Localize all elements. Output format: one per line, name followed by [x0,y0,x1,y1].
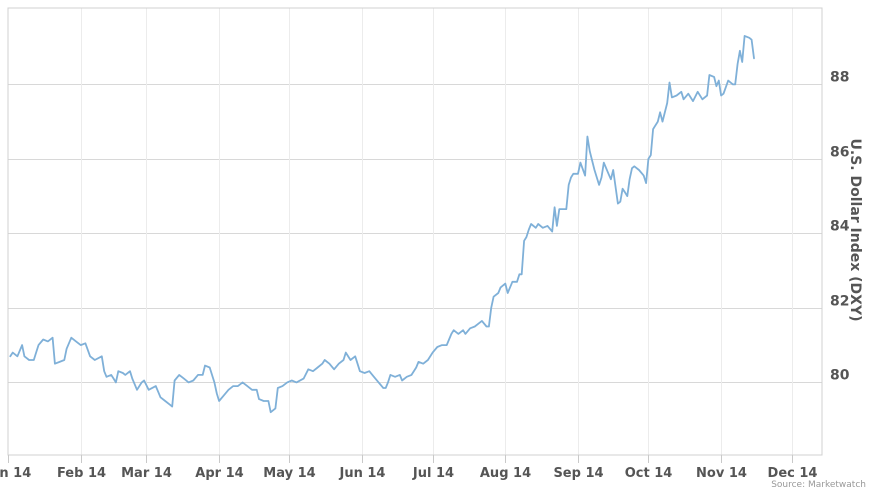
label-layer: 80 82 84 86 88 Jan 14 Feb 14 Mar 14 Apr 14 May 14… [0,70,850,482]
y-tick-label-82: 82 [830,294,849,310]
source-note: Source: Marketwatch [771,480,866,490]
y-tick-label-80: 80 [830,368,850,384]
x-tick-label-1: Feb 14 [57,466,106,481]
y-tick-label-88: 88 [830,70,849,86]
y-tick-label-86: 86 [830,145,849,161]
grid-layer [8,8,822,455]
axis-layer [7,7,823,463]
x-tick-label-0: Jan 14 [0,466,31,481]
x-tick-label-10: Nov 14 [696,466,747,481]
plot-frame [7,7,823,456]
y-tick-label-84: 84 [830,219,850,235]
series-layer [9,35,755,414]
x-tick-label-6: Jul 14 [412,466,454,481]
x-tick-label-11: Dec 14 [768,466,818,481]
x-tick-label-8: Sep 14 [553,466,603,481]
x-tick-label-5: Jun 14 [339,466,386,481]
y-axis-title: U.S. Dollar Index (DXY) [847,139,863,322]
dxy-series-line [9,35,755,414]
x-tick-label-9: Oct 14 [625,466,673,481]
x-tick-label-2: Mar 14 [121,466,172,481]
x-tick-label-3: Apr 14 [195,466,243,481]
x-tick-label-4: May 14 [263,466,315,481]
x-tick-label-7: Aug 14 [480,466,531,481]
